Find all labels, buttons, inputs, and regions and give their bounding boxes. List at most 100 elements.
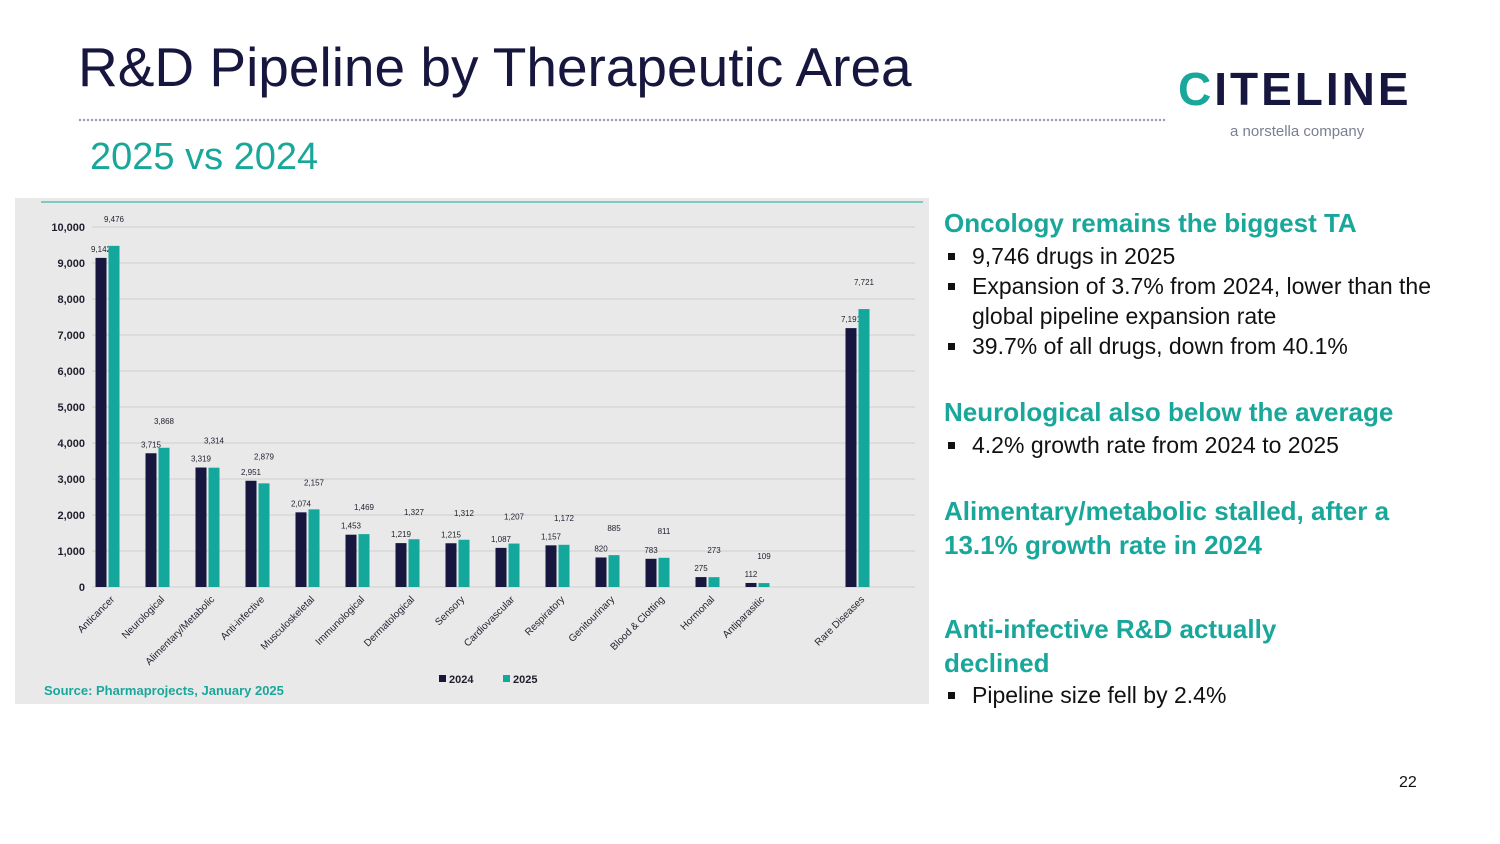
logo-tagline: a norstella company [1230, 123, 1365, 140]
legend-label-2024: 2024 [449, 674, 474, 686]
data-label-2025: 3,314 [204, 437, 225, 446]
bar-2024 [395, 543, 407, 587]
data-label-2024: 7,191 [841, 315, 862, 324]
data-label-2024: 1,219 [391, 530, 412, 539]
x-category-label: Anti-infective [219, 594, 268, 643]
pipeline-bar-chart: 0 1,000 2,000 3,000 4,000 5,000 6,000 7,000 8,00… [15, 198, 929, 704]
bullet-item: Pipeline size fell by 2.4% [944, 680, 1344, 710]
bar-2025 [358, 534, 370, 587]
bar-2025 [408, 539, 420, 587]
y-tick-label: 1,000 [57, 546, 85, 558]
data-label-2025: 1,207 [504, 513, 525, 522]
data-label-2025: 2,157 [304, 478, 325, 487]
bar-2025 [108, 245, 120, 587]
bar-2024 [345, 534, 357, 587]
data-label-2024: 820 [594, 544, 608, 553]
y-tick-label: 3,000 [57, 474, 85, 486]
legend-swatch-2025 [503, 675, 510, 682]
y-tick-label: 2,000 [57, 510, 85, 522]
data-label-2024: 2,074 [291, 499, 312, 508]
bar-2024 [695, 577, 707, 587]
bar-2025 [458, 539, 470, 587]
data-label-2025: 1,172 [554, 514, 575, 523]
data-label-2025: 2,879 [254, 452, 275, 461]
data-label-2024: 1,215 [441, 530, 462, 539]
x-category-label: Respiratory [523, 594, 567, 638]
note-oncology-title: Oncology remains the biggest TA [944, 208, 1357, 238]
bar-2024 [145, 453, 157, 587]
data-label-2024: 783 [644, 546, 658, 555]
y-tick-label: 8,000 [57, 294, 85, 306]
data-label-2024: 9,142 [91, 245, 112, 254]
y-tick-label: 9,000 [57, 258, 85, 270]
x-category-label: Hormonal [679, 594, 717, 632]
bar-2024 [295, 512, 307, 587]
bullet-item: 39.7% of all drugs, down from 40.1% [944, 331, 1434, 361]
bar-2025 [308, 509, 320, 587]
legend-swatch-2024 [439, 675, 446, 682]
bar-2024 [745, 582, 757, 587]
y-tick-label: 7,000 [57, 330, 85, 342]
note-anti-infective: Anti-infective R&D actually declined Pip… [944, 612, 1344, 710]
x-category-label: Neurological [120, 594, 167, 641]
bar-2024 [445, 543, 457, 587]
x-category-label: Cardiovascular [462, 594, 517, 649]
data-label-2025: 1,312 [454, 509, 475, 518]
bar-2025 [558, 544, 570, 587]
bar-2024 [595, 557, 607, 587]
y-tick-label: 5,000 [57, 402, 85, 414]
data-label-2025: 1,469 [354, 503, 375, 512]
data-label-2024: 275 [694, 564, 708, 573]
data-label-2025: 3,868 [154, 417, 175, 426]
data-label-2025: 109 [757, 552, 771, 561]
bullet-item: 9,746 drugs in 2025 [944, 241, 1434, 271]
note-anti-infective-title: Anti-infective R&D actually declined [944, 614, 1277, 678]
bar-2024 [245, 480, 257, 587]
data-label-2024: 1,453 [341, 522, 362, 531]
bar-2024 [845, 328, 857, 587]
data-label-2024: 1,157 [541, 532, 562, 541]
y-tick-label: 10,000 [51, 222, 85, 234]
data-label-2024: 1,087 [491, 535, 512, 544]
bar-2025 [208, 467, 220, 587]
note-oncology-bullets: 9,746 drugs in 2025 Expansion of 3.7% fr… [944, 241, 1434, 361]
bar-2024 [495, 547, 507, 587]
chart-source: Source: Pharmaprojects, January 2025 [44, 683, 284, 698]
bar-2024 [195, 467, 207, 587]
bar-2025 [608, 555, 620, 587]
citeline-logo: CITELINE a norstella company [1178, 66, 1428, 144]
bar-2025 [258, 483, 270, 587]
logo-c-mark: C [1178, 63, 1215, 115]
data-label-2025: 7,721 [854, 278, 875, 287]
data-label-2024: 2,951 [241, 468, 262, 477]
chart-svg: 0 1,000 2,000 3,000 4,000 5,000 6,000 7,000 8,00… [41, 201, 923, 698]
bar-2025 [658, 557, 670, 587]
bullet-item: 4.2% growth rate from 2024 to 2025 [944, 430, 1434, 460]
data-label-2025: 273 [707, 546, 721, 555]
bullet-item: Expansion of 3.7% from 2024, lower than … [944, 271, 1434, 331]
x-category-label: Blood & Clotting [609, 594, 667, 652]
bar-2025 [508, 543, 520, 587]
bar-2025 [708, 577, 720, 587]
note-anti-infective-bullets: Pipeline size fell by 2.4% [944, 680, 1344, 710]
x-category-label: Rare Diseases [813, 594, 867, 648]
note-neurological-title: Neurological also below the average [944, 397, 1394, 427]
x-category-label: Genitourinary [567, 594, 617, 644]
legend-label-2025: 2025 [513, 674, 537, 686]
x-category-label: Musculoskeletal [259, 594, 317, 652]
logo-wordmark: CITELINE [1178, 66, 1412, 112]
slide-subtitle: 2025 vs 2024 [90, 136, 319, 178]
bar-2024 [545, 545, 557, 587]
data-label-2025: 9,476 [104, 215, 125, 224]
data-label-2024: 3,715 [141, 440, 162, 449]
y-tick-label: 0 [79, 582, 85, 594]
bar-2025 [758, 583, 770, 587]
y-tick-label: 4,000 [57, 438, 85, 450]
note-alimentary: Alimentary/metabolic stalled, after a 13… [944, 494, 1419, 562]
data-label-2024: 3,319 [191, 455, 212, 464]
x-category-label: Sensory [433, 594, 467, 628]
note-neurological: Neurological also below the average 4.2%… [944, 395, 1434, 460]
note-oncology: Oncology remains the biggest TA 9,746 dr… [944, 206, 1434, 361]
bar-2024 [645, 558, 657, 587]
x-category-label: Immunological [314, 594, 367, 647]
